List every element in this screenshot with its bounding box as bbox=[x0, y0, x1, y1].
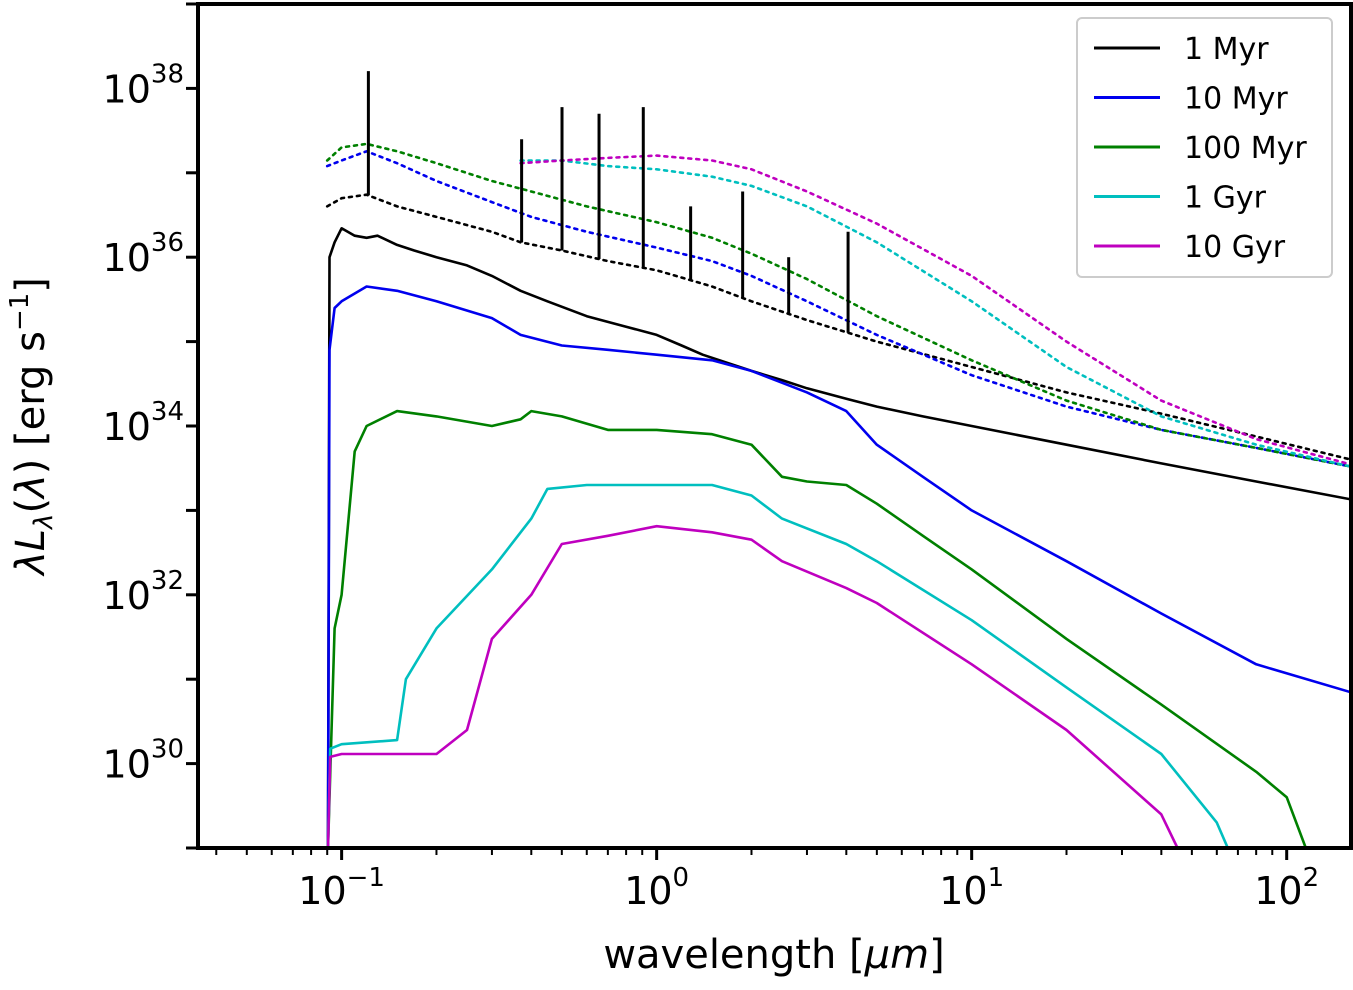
series-100-myr bbox=[326, 409, 1308, 848]
series-10-myr-nebular bbox=[325, 150, 1351, 468]
y-tick-label: 1036 bbox=[103, 228, 184, 280]
y-tick-label: 1038 bbox=[103, 59, 184, 111]
x-tick-label: 100 bbox=[624, 863, 689, 913]
x-tick-label: 102 bbox=[1254, 863, 1319, 913]
series-10-gyr-nebular bbox=[519, 154, 1351, 466]
legend-label-1-gyr: 1 Gyr bbox=[1184, 181, 1267, 216]
legend: 1 Myr 10 Myr 100 Myr 1 Gyr 10 Gyr bbox=[1076, 17, 1333, 278]
legend-label-10-myr: 10 Myr bbox=[1184, 82, 1288, 117]
legend-box bbox=[1076, 17, 1333, 278]
ticks-layer: 10−1 100 101 102 1030 1032 1034 1036 1038 bbox=[103, 2, 1319, 913]
series-layer bbox=[325, 142, 1351, 848]
x-tick-label: 10−1 bbox=[298, 863, 385, 913]
legend-label-10-gyr: 10 Gyr bbox=[1184, 230, 1286, 265]
legend-label-1-myr: 1 Myr bbox=[1184, 32, 1269, 67]
series-1-gyr bbox=[326, 483, 1229, 848]
legend-label-100-myr: 100 Myr bbox=[1184, 131, 1307, 166]
series-1-gyr-nebular bbox=[519, 159, 1351, 468]
series-1-myr-nebular bbox=[325, 193, 1351, 461]
y-axis-label: λLλ(λ) [erg s−1] bbox=[5, 277, 59, 577]
x-tick-label: 101 bbox=[939, 863, 1004, 913]
series-10-gyr bbox=[326, 524, 1179, 848]
y-tick-label: 1032 bbox=[103, 566, 184, 618]
emission-lines-layer bbox=[366, 71, 850, 333]
x-axis-label: wavelength [μm] bbox=[603, 932, 944, 978]
y-tick-label: 1030 bbox=[103, 735, 184, 787]
series-100-myr-nebular bbox=[325, 142, 1351, 468]
series-10-myr bbox=[326, 285, 1351, 848]
series-1-myr bbox=[326, 227, 1351, 848]
y-tick-label: 1034 bbox=[103, 397, 184, 449]
